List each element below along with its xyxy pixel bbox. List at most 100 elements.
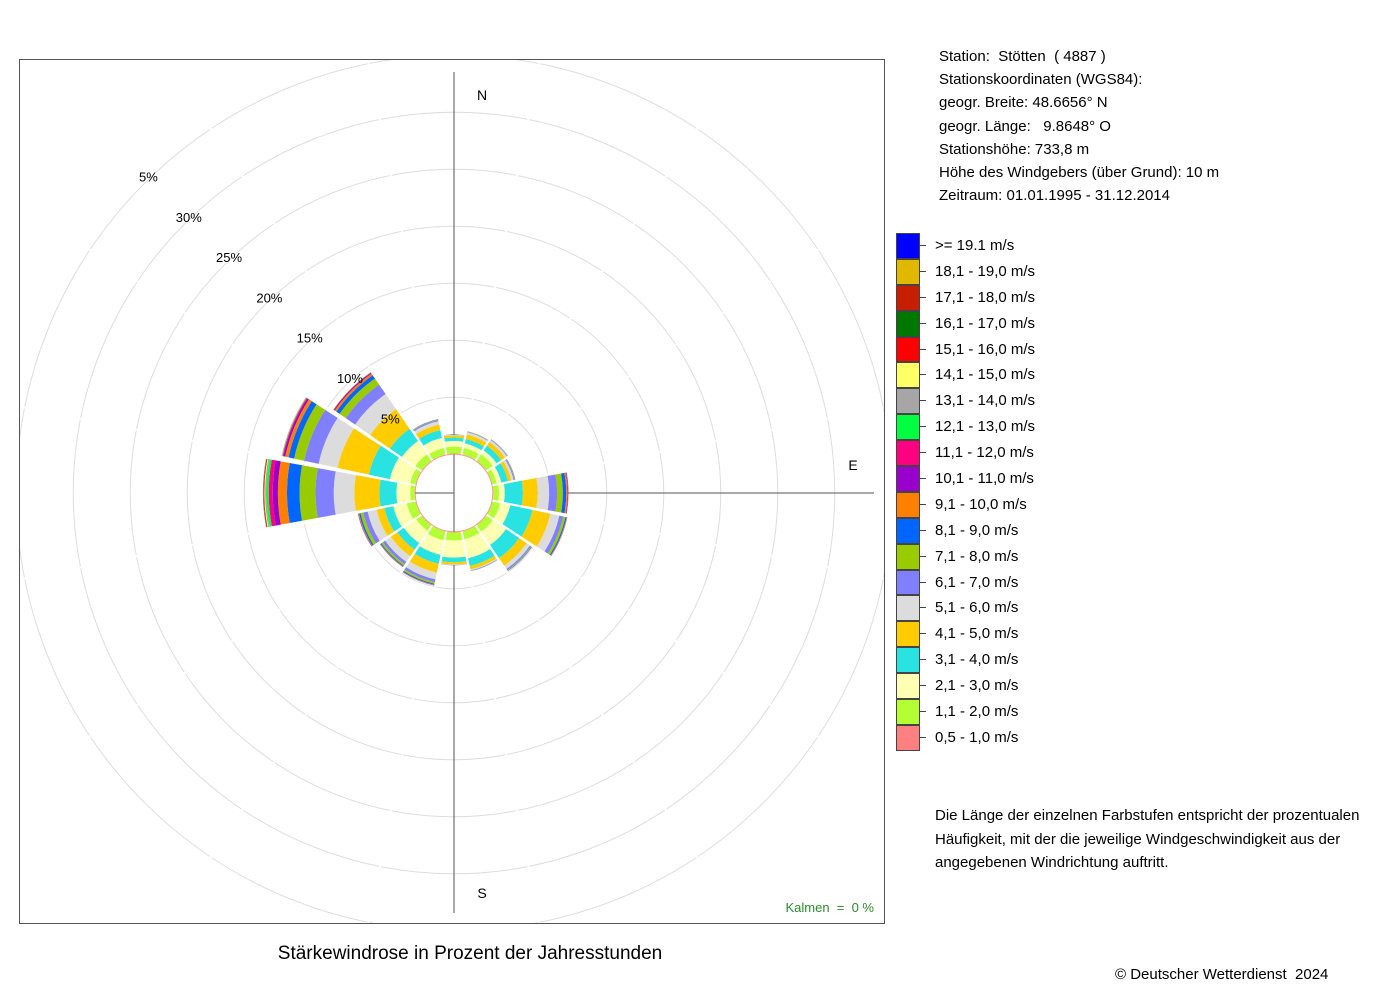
wedge-e	[536, 475, 550, 511]
legend-label: 14,1 - 15,0 m/s	[935, 366, 1036, 384]
legend-swatch	[896, 440, 920, 467]
wedge-nnw	[419, 430, 443, 446]
time-period: Zeitraum: 01.01.1995 - 31.12.2014	[939, 187, 1170, 205]
wedge-wnw	[318, 417, 354, 468]
wedge-sw	[380, 543, 404, 567]
wedge-ssw	[409, 553, 439, 573]
station-latitude: geogr. Breite: 48.6656° N	[939, 94, 1108, 112]
wedge-e	[492, 484, 500, 502]
wedge-nw	[355, 394, 396, 435]
legend-tick	[920, 529, 926, 531]
wedge-ne	[476, 454, 493, 471]
wedge-ese	[493, 502, 511, 525]
wedge-nnw	[423, 437, 445, 455]
wedge-sse	[462, 526, 480, 540]
wedge-nw	[389, 428, 419, 458]
legend-swatch	[896, 647, 920, 674]
wedge-w	[286, 462, 303, 524]
wedge-wsw	[406, 501, 421, 520]
wedge-nnw	[414, 421, 440, 435]
legend-tick	[920, 607, 926, 609]
legend-label: 9,1 - 10,0 m/s	[935, 495, 1027, 513]
wedge-wnw	[294, 404, 326, 461]
wedge-wnw	[409, 468, 421, 485]
wedge-wnw	[389, 457, 417, 484]
wedge-ene	[505, 459, 515, 481]
wedge-e	[566, 472, 569, 514]
sector-gap	[366, 60, 448, 456]
ring-label: 25%	[216, 250, 242, 265]
sector-gap	[491, 499, 884, 580]
wedge-wsw	[367, 509, 388, 541]
legend-swatch	[896, 310, 920, 337]
wedge-e	[561, 472, 567, 514]
ring-label: 20%	[256, 290, 282, 305]
wedge-s	[445, 531, 463, 541]
wedge-ssw	[406, 561, 437, 580]
legend-label: 5,1 - 6,0 m/s	[935, 599, 1019, 617]
wedge-nne	[465, 434, 487, 447]
wedge-w	[277, 461, 290, 525]
sector-gap	[186, 524, 434, 893]
legend-tick	[920, 736, 926, 738]
wedge-w	[379, 479, 398, 507]
wedge-ese	[547, 516, 566, 555]
wedge-wsw	[393, 503, 414, 527]
legend-swatch	[896, 621, 920, 648]
wedge-sw	[382, 540, 407, 565]
station-elevation: Stationshöhe: 733,8 m	[939, 140, 1090, 158]
wedge-n	[444, 440, 464, 448]
legend-swatch	[896, 595, 920, 622]
sector-gap	[367, 530, 448, 923]
legend-label: 0,5 - 1,0 m/s	[935, 728, 1019, 746]
wedge-wnw	[304, 409, 338, 464]
wedge-w	[263, 458, 267, 528]
wedge-nne	[466, 432, 488, 443]
wedge-sse	[470, 558, 497, 571]
ring-label: 5%	[139, 169, 158, 184]
ring-label: 10%	[337, 371, 363, 386]
wedge-s	[440, 564, 468, 566]
wedge-n	[443, 435, 465, 439]
calm-percentage: Kalmen = 0 %	[785, 900, 874, 915]
wedge-w	[266, 459, 272, 527]
wedge-s	[441, 561, 467, 565]
sector-gap	[54, 513, 423, 761]
wedge-s	[440, 564, 468, 566]
wedge-w	[262, 458, 267, 528]
chart-title: Stärkewindrose in Prozent der Jahresstun…	[277, 943, 663, 964]
sector-gap	[474, 93, 722, 462]
anemometer-height: Höhe des Windgebers (über Grund): 10 m	[939, 164, 1220, 182]
legend-tick	[920, 581, 926, 583]
sector-gap	[186, 93, 434, 462]
wedge-s	[442, 539, 466, 558]
wedge-wsw	[359, 513, 374, 546]
legend-swatch	[896, 466, 920, 492]
wedge-wnw	[283, 398, 309, 457]
wedge-se	[489, 528, 520, 559]
sector-gap	[20, 499, 417, 581]
legend-swatch	[896, 543, 920, 570]
wedge-w	[410, 485, 416, 501]
sector-gap	[20, 405, 417, 487]
wedge-w	[315, 468, 336, 518]
wedge-ssw	[414, 546, 441, 564]
legend-swatch	[896, 491, 920, 518]
wedge-sse	[469, 555, 497, 570]
wedge-sw	[381, 542, 405, 566]
wedge-ne	[480, 450, 497, 467]
wedge-ese	[521, 509, 551, 547]
ring-label: 5%	[381, 411, 400, 426]
legend-label: 12,1 - 13,0 m/s	[935, 418, 1036, 436]
wedge-nw	[401, 440, 428, 467]
wedge-ne	[489, 440, 507, 458]
legend-swatch	[896, 569, 920, 596]
wedge-sw	[403, 519, 428, 544]
wedge-se	[480, 519, 507, 546]
legend-label: 4,1 - 5,0 m/s	[935, 625, 1019, 643]
legend-label: 6,1 - 7,0 m/s	[935, 573, 1019, 591]
legend-tick	[920, 296, 926, 298]
wedge-ene	[500, 461, 512, 482]
wedge-nne	[464, 438, 484, 451]
wedge-w	[263, 458, 267, 528]
